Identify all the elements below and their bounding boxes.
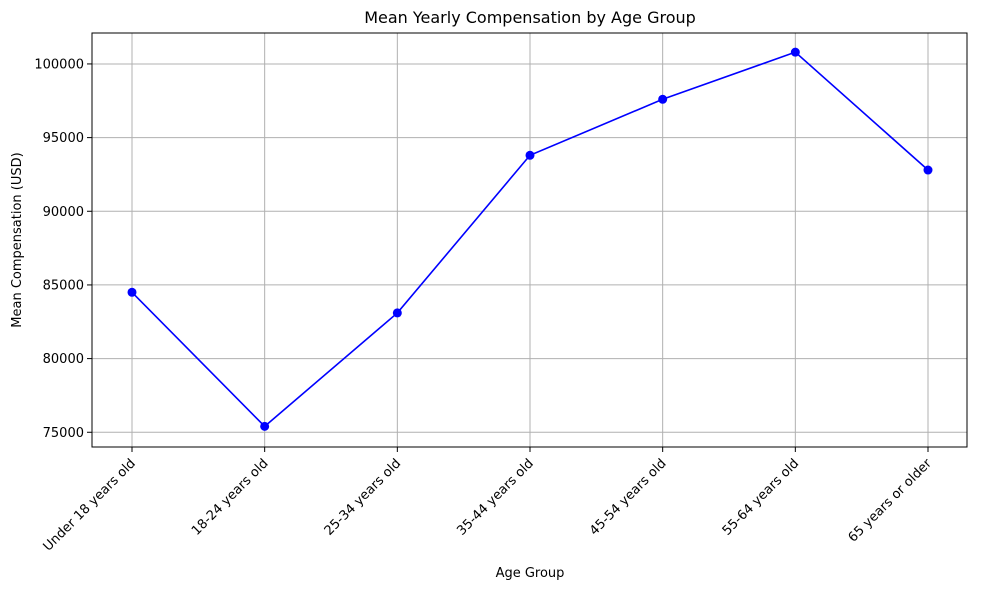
data-point	[525, 150, 535, 160]
series-layer	[127, 47, 933, 431]
x-tick-label: 45-54 years old	[587, 456, 669, 538]
y-tick-label: 75000	[43, 426, 84, 441]
y-tick-label: 80000	[43, 352, 84, 367]
data-point	[392, 308, 402, 318]
chart-title: Mean Yearly Compensation by Age Group	[364, 8, 696, 27]
y-tick-label: 85000	[43, 278, 84, 293]
y-axis-ticks: 75000 80000 85000 90000 95000 100000	[34, 57, 92, 441]
y-tick-label: 90000	[43, 205, 84, 220]
x-tick-label: 25-34 years old	[322, 456, 404, 538]
data-point	[127, 287, 137, 297]
y-axis-label: Mean Compensation (USD)	[10, 152, 25, 327]
x-axis-label: Age Group	[496, 566, 565, 581]
x-tick-label: Under 18 years old	[41, 456, 139, 554]
data-point	[260, 421, 270, 431]
x-tick-label: 35-44 years old	[454, 456, 536, 538]
x-axis-ticks: Under 18 years old 18-24 years old 25-34 y…	[41, 447, 936, 554]
data-point	[790, 47, 800, 57]
grid	[92, 33, 967, 447]
data-point	[658, 94, 668, 104]
x-tick-label: 65 years or older	[846, 456, 936, 546]
x-tick-label: 55-64 years old	[720, 456, 802, 538]
data-point	[923, 165, 933, 175]
y-tick-label: 95000	[43, 131, 84, 146]
x-tick-label: 18-24 years old	[189, 456, 271, 538]
y-tick-label: 100000	[34, 57, 84, 72]
